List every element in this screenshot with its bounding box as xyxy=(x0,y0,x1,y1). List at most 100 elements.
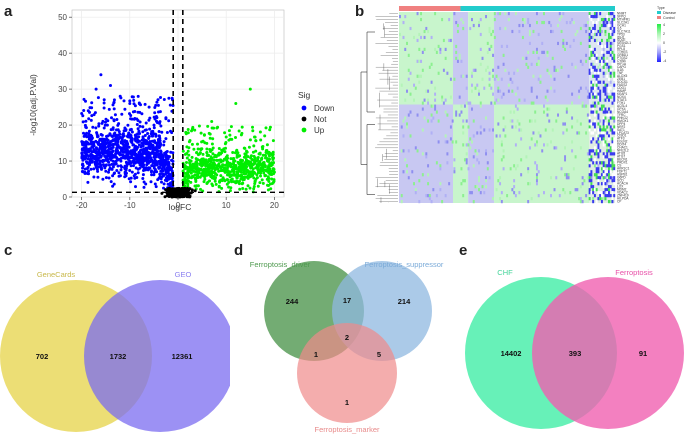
volcano-point-up xyxy=(181,169,185,173)
volcano-point-up xyxy=(205,147,209,151)
volcano-point-down xyxy=(145,154,149,158)
heatmap-cell xyxy=(553,146,556,150)
heatmap-cell xyxy=(448,17,451,22)
legend-swatch-control xyxy=(657,16,661,19)
heatmap-gene-label: PRDX1 xyxy=(617,161,628,165)
heatmap-cell xyxy=(546,53,549,57)
heatmap-cell xyxy=(518,191,521,195)
volcano-point-up xyxy=(240,125,244,129)
heatmap-cell xyxy=(467,101,470,105)
heatmap-cell xyxy=(462,125,465,129)
volcano-point-down xyxy=(97,165,101,169)
heatmap-cell xyxy=(600,50,603,54)
heatmap-cell xyxy=(613,59,616,63)
heatmap-cell xyxy=(593,86,596,90)
volcano-point-down xyxy=(109,180,113,184)
volcano-point-up xyxy=(185,161,188,164)
heatmap-cell xyxy=(597,116,600,120)
heatmap-cell xyxy=(581,182,584,186)
heatmap-cell xyxy=(418,179,421,183)
heatmap-cell xyxy=(527,17,530,22)
volcano-point-up xyxy=(224,157,227,161)
heatmap-cell xyxy=(497,89,500,93)
heatmap-cell xyxy=(427,194,430,198)
heatmap-cell xyxy=(579,200,582,204)
volcano-point-up xyxy=(252,185,256,188)
heatmap-cell xyxy=(532,29,535,34)
heatmap-cell xyxy=(604,44,607,49)
volcano-point-down xyxy=(97,122,101,126)
heatmap-cell xyxy=(597,71,600,75)
heatmap-cell xyxy=(607,149,610,153)
heatmap-cell xyxy=(606,14,609,19)
heatmap-cell xyxy=(602,173,605,177)
volcano-point-not xyxy=(193,189,197,193)
heatmap-cell xyxy=(590,80,593,84)
heatmap-cell xyxy=(532,101,535,105)
volcano-legend-swatch-up xyxy=(301,127,307,133)
heatmap-cell xyxy=(434,98,437,102)
heatmap-gene-label: FADS2 xyxy=(617,83,627,87)
heatmap-cell xyxy=(595,38,598,43)
heatmap-cell xyxy=(548,119,551,123)
heatmap-cell xyxy=(564,158,567,162)
volcano-point-up xyxy=(210,176,214,180)
heatmap-cell xyxy=(592,20,595,25)
heatmap-cell xyxy=(590,155,593,159)
heatmap-cell xyxy=(430,62,433,66)
heatmap-gene-label: CDO1 xyxy=(617,86,626,90)
heatmap-cell xyxy=(607,68,610,72)
heatmap-cell xyxy=(502,116,505,120)
heatmap-cell xyxy=(460,167,463,171)
heatmap-cell xyxy=(499,197,502,201)
heatmap-cell xyxy=(453,158,456,162)
heatmap-cell xyxy=(479,32,482,37)
heatmap-cell xyxy=(593,23,596,28)
heatmap-cell xyxy=(495,98,498,102)
heatmap-cell xyxy=(449,125,452,129)
heatmap-cell xyxy=(606,95,609,99)
heatmap-cell xyxy=(606,65,609,69)
volcano-point-down xyxy=(159,150,163,154)
volcano-point-up xyxy=(259,174,262,178)
heatmap-cell xyxy=(543,20,545,25)
heatmap-cell xyxy=(574,188,577,192)
volcano-point-up xyxy=(198,175,202,179)
volcano-point-up xyxy=(253,159,257,163)
heatmap-gene-label: BECN1 xyxy=(617,158,628,162)
volcano-point-down xyxy=(164,137,168,141)
heatmap-cell xyxy=(502,62,505,66)
volcano-point-up xyxy=(270,177,274,181)
volcano-point-down xyxy=(94,87,98,91)
heatmap-cell xyxy=(550,194,552,198)
heatmap-cell xyxy=(609,68,612,72)
volcano-point-down xyxy=(142,156,146,160)
volcano-point-up xyxy=(213,172,217,175)
volcano-point-down xyxy=(150,164,154,168)
heatmap-cell xyxy=(444,110,447,114)
volcano-point-down xyxy=(96,175,100,179)
volcano-point-down xyxy=(133,110,137,113)
heatmap-scale-tick-label: -2 xyxy=(663,50,666,54)
heatmap-cell xyxy=(423,116,426,120)
volcano-point-down xyxy=(112,107,116,111)
volcano-point-up xyxy=(263,134,267,138)
volcano-point-down xyxy=(111,184,115,188)
heatmap-cell xyxy=(569,44,572,49)
heatmap-cell xyxy=(607,86,610,90)
heatmap-cell xyxy=(421,68,424,72)
heatmap-cell xyxy=(613,17,616,22)
heatmap-cell xyxy=(604,164,607,168)
heatmap-cell xyxy=(535,176,538,180)
volcano-point-down xyxy=(131,95,135,99)
heatmap-cell xyxy=(456,29,459,34)
heatmap-cell xyxy=(504,26,507,31)
volcano-point-down xyxy=(113,171,116,175)
volcano-point-down xyxy=(105,155,109,158)
heatmap-cell xyxy=(595,74,598,78)
volcano-point-up xyxy=(210,148,214,152)
volcano-point-down xyxy=(143,128,147,132)
heatmap-cell xyxy=(611,50,614,54)
heatmap-cell xyxy=(555,119,558,123)
heatmap-cell xyxy=(402,35,405,40)
